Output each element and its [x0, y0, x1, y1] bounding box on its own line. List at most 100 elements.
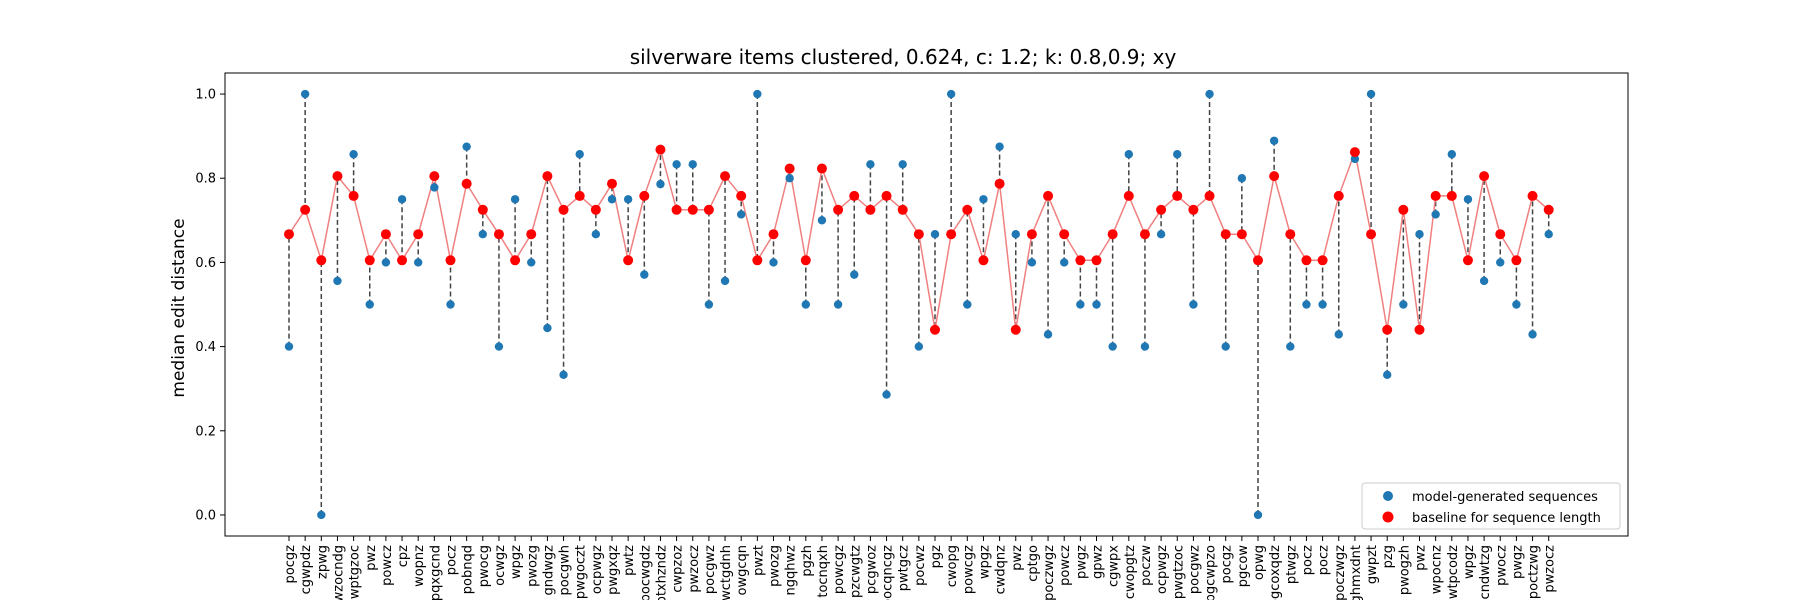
model-point	[1431, 210, 1440, 219]
baseline-point	[493, 229, 504, 240]
baseline-point	[1366, 229, 1377, 240]
model-point	[1399, 300, 1408, 309]
model-point	[753, 89, 762, 99]
model-point	[737, 210, 746, 219]
x-tick-label: gwpzt	[1365, 545, 1380, 584]
baseline-point	[1511, 255, 1522, 266]
x-tick-label: pgcwpzo	[1204, 545, 1219, 600]
model-point	[1140, 342, 1150, 351]
baseline-point	[865, 204, 876, 215]
x-tick-label: pocwz	[913, 545, 928, 586]
model-point	[284, 342, 294, 351]
model-point	[1286, 342, 1295, 351]
baseline-point	[913, 229, 924, 240]
model-point	[1269, 136, 1279, 145]
x-tick-label: cptgo	[1026, 545, 1041, 582]
x-tick-label: wctgdnh	[719, 545, 734, 600]
model-point	[785, 174, 794, 183]
baseline-point	[590, 204, 601, 215]
baseline-point	[300, 204, 311, 215]
baseline-point	[1333, 190, 1344, 201]
model-point	[1173, 150, 1182, 159]
x-tick-label: ptwgz	[1284, 545, 1299, 584]
baseline-point	[607, 178, 617, 189]
x-tick-label: pocz	[445, 545, 460, 575]
baseline-point	[655, 144, 666, 155]
x-tick-label: pwozg	[768, 545, 783, 587]
model-point	[430, 183, 439, 192]
model-point	[1060, 258, 1069, 267]
x-tick-label: pgzh	[800, 545, 815, 577]
baseline-point	[994, 178, 1005, 189]
baseline-point	[526, 229, 537, 240]
x-tick-label: pwzocz	[687, 545, 702, 593]
x-tick-label: pwz	[1414, 545, 1429, 571]
baseline-point	[1204, 190, 1215, 201]
baseline-point	[1495, 229, 1506, 240]
baseline-point	[623, 255, 634, 266]
legend-box	[1361, 482, 1621, 530]
baseline-point	[364, 255, 375, 266]
x-tick-label: pwtgcz	[897, 545, 912, 591]
x-tick-label: cgwpx	[1107, 545, 1122, 587]
model-point	[494, 342, 504, 351]
baseline-point	[1349, 147, 1360, 158]
model-point	[1189, 300, 1198, 309]
model-point	[349, 150, 358, 159]
baseline-point	[946, 229, 957, 240]
x-tick-label: poczwgz	[1042, 545, 1057, 600]
model-point	[1318, 300, 1327, 309]
baseline-point	[784, 163, 795, 174]
x-tick-label: powcgz	[832, 545, 847, 594]
model-point	[1302, 300, 1311, 309]
x-tick-label: cpz	[396, 545, 411, 567]
model-point	[1415, 230, 1424, 239]
x-tick-label: pwocg	[477, 545, 492, 587]
x-tick-label: pwozg	[525, 545, 540, 587]
model-point	[769, 258, 778, 267]
baseline-point	[1075, 255, 1086, 266]
model-point	[1463, 195, 1473, 204]
x-tick-label: cwpzoz	[671, 545, 686, 593]
baseline-point	[332, 171, 343, 182]
baseline-point	[833, 204, 844, 215]
baseline-point	[768, 229, 779, 240]
baseline-point	[380, 229, 391, 240]
x-tick-label: pgz	[929, 545, 944, 569]
baseline-point	[1414, 324, 1425, 335]
baseline-point	[687, 204, 698, 215]
baseline-point	[461, 178, 472, 189]
model-point	[866, 160, 875, 169]
x-tick-label: gpwz	[1091, 545, 1106, 579]
model-point	[1076, 300, 1085, 309]
model-point	[333, 276, 342, 286]
baseline-point	[429, 171, 440, 182]
baseline-point	[978, 255, 989, 266]
x-tick-label: cwdqnz	[994, 545, 1009, 595]
y-tick-label: 0.6	[195, 256, 216, 271]
baseline-point	[1479, 171, 1490, 182]
baseline-point	[397, 255, 408, 266]
baseline-point	[1026, 229, 1037, 240]
model-point	[640, 270, 649, 279]
y-tick-label: 0.0	[195, 508, 216, 523]
x-tick-label: pocqncgz	[881, 545, 896, 600]
baseline-point	[703, 204, 714, 215]
baseline-point	[1269, 171, 1280, 182]
x-tick-label: poctzwg	[1527, 545, 1542, 599]
model-point	[1043, 330, 1053, 339]
model-point	[1237, 174, 1247, 183]
baseline-point	[1430, 190, 1441, 201]
baseline-point	[800, 255, 811, 266]
x-tick-label: cpwgoczt	[574, 545, 589, 600]
baseline-point	[510, 255, 521, 266]
x-tick-label: pwzt	[751, 545, 766, 576]
x-tick-label: pqxgcnd	[428, 545, 443, 600]
x-tick-label: ngqhwz	[784, 545, 799, 596]
model-point	[1544, 230, 1553, 239]
baseline-point	[720, 171, 731, 182]
x-tick-label: pwz	[1010, 545, 1025, 571]
model-point	[817, 216, 827, 225]
x-tick-label: ptxhzndz	[654, 545, 669, 600]
baseline-point	[445, 255, 456, 266]
